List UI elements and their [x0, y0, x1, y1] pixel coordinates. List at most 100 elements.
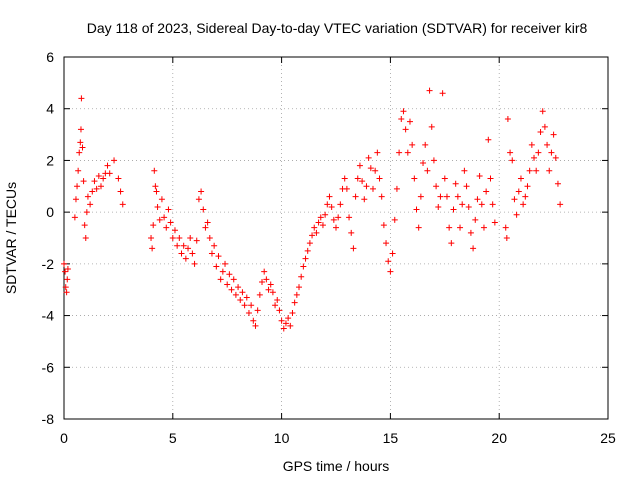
data-point — [415, 224, 422, 231]
y-tick-label: -6 — [42, 359, 55, 375]
data-point — [437, 193, 444, 200]
data-point — [544, 141, 551, 148]
data-point — [465, 203, 472, 210]
data-point — [200, 206, 207, 213]
data-point — [489, 201, 496, 208]
data-point — [291, 299, 298, 306]
data-point — [235, 284, 242, 291]
data-point — [537, 128, 544, 135]
data-point — [404, 149, 411, 156]
data-point — [346, 214, 353, 221]
data-point — [502, 224, 509, 231]
data-point — [61, 260, 67, 267]
data-point — [454, 193, 461, 200]
data-point — [152, 183, 159, 190]
data-point — [483, 188, 490, 195]
data-point — [413, 206, 420, 213]
data-point — [461, 167, 468, 174]
data-point — [213, 263, 220, 270]
data-point — [78, 95, 85, 102]
data-point — [441, 175, 448, 182]
data-point — [176, 235, 183, 241]
data-point — [71, 214, 78, 221]
data-point — [274, 297, 281, 304]
data-point — [151, 167, 158, 174]
y-tick-label: 4 — [46, 101, 54, 117]
data-point — [208, 250, 215, 257]
data-point — [198, 188, 205, 195]
data-point — [348, 229, 355, 236]
data-point — [398, 116, 405, 123]
data-point — [430, 157, 437, 164]
gridlines — [64, 57, 608, 419]
data-point — [276, 307, 283, 314]
x-tick-label: 20 — [491, 430, 507, 446]
data-point — [352, 193, 359, 200]
data-point — [267, 281, 274, 288]
data-point — [385, 258, 392, 265]
data-point — [287, 322, 294, 329]
data-point — [178, 250, 185, 257]
data-point — [535, 149, 542, 156]
data-point — [91, 178, 98, 185]
data-point — [89, 188, 96, 195]
data-point — [219, 268, 226, 275]
data-point — [333, 224, 339, 231]
data-point — [158, 196, 165, 203]
data-point — [269, 289, 276, 296]
data-point — [552, 154, 559, 161]
y-tick-label: 0 — [46, 204, 54, 220]
data-point — [245, 309, 252, 316]
data-point — [433, 183, 440, 190]
data-point — [354, 175, 361, 182]
data-point — [97, 183, 104, 190]
data-point — [278, 317, 285, 324]
data-point — [446, 224, 453, 231]
data-point — [165, 206, 172, 213]
data-point — [250, 317, 257, 324]
chart-title: Day 118 of 2023, Sidereal Day-to-day VTE… — [87, 20, 588, 36]
y-tick-label: -2 — [42, 256, 55, 272]
data-point — [282, 320, 289, 327]
data-point — [77, 139, 84, 146]
data-point — [76, 149, 83, 156]
data-point — [517, 175, 524, 182]
data-point — [457, 224, 464, 231]
data-point — [515, 188, 522, 195]
data-point — [369, 185, 376, 192]
data-point — [64, 266, 71, 273]
data-point — [452, 180, 459, 187]
data-point — [313, 229, 320, 236]
data-point — [422, 141, 429, 148]
data-point — [359, 178, 366, 185]
data-point — [396, 149, 403, 156]
data-point — [293, 291, 300, 298]
data-point — [511, 196, 518, 203]
data-point — [228, 286, 235, 293]
data-point — [509, 157, 516, 164]
data-point — [296, 284, 303, 291]
data-point — [154, 203, 161, 210]
data-point — [302, 255, 309, 262]
y-axis-label: SDTVAR / TECUs — [3, 182, 19, 294]
data-point — [420, 160, 427, 167]
data-point — [520, 201, 527, 208]
data-point — [195, 196, 202, 203]
data-point — [148, 235, 155, 241]
data-point — [531, 154, 538, 161]
data-point — [409, 141, 416, 148]
data-point — [64, 276, 71, 283]
data-point — [215, 253, 222, 260]
data-point — [522, 193, 529, 200]
data-point — [241, 302, 248, 309]
data-point — [378, 193, 385, 200]
data-point — [171, 227, 178, 234]
data-point — [417, 193, 424, 200]
data-point — [104, 162, 111, 169]
data-point — [191, 260, 198, 267]
data-point — [182, 255, 189, 262]
data-point — [163, 224, 170, 231]
data-point — [402, 126, 409, 133]
data-point — [476, 172, 483, 179]
data-point — [239, 289, 246, 296]
